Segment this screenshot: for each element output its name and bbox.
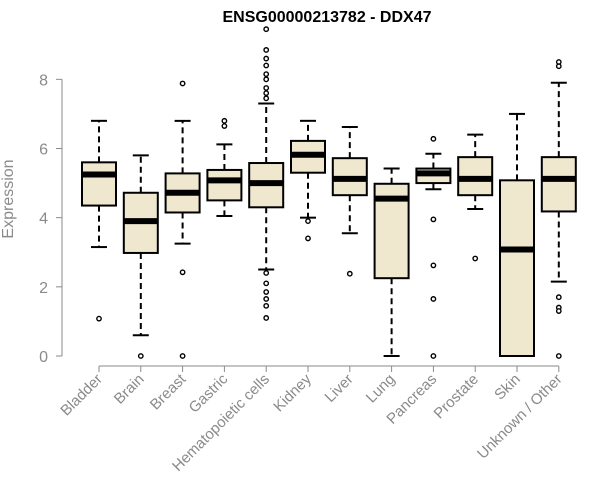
- outlier-point: [263, 296, 270, 302]
- outlier-point: [555, 353, 562, 359]
- x-tick-label: Skin: [491, 371, 524, 404]
- box-liver: [331, 126, 368, 277]
- boxes-group: [81, 26, 577, 359]
- outlier-point: [263, 71, 270, 78]
- outlier-point: [263, 62, 270, 69]
- box-bladder: [81, 119, 117, 322]
- box-prostate: [457, 133, 494, 262]
- outlier-point: [555, 63, 562, 70]
- x-tick-label: Kidney: [270, 370, 315, 415]
- outlier-point: [555, 294, 562, 301]
- box-gastric: [206, 117, 243, 217]
- outlier-point: [221, 117, 228, 124]
- outlier-point: [263, 47, 270, 53]
- outlier-point: [263, 85, 270, 91]
- outlier-point: [263, 26, 270, 33]
- outlier-point: [305, 235, 311, 242]
- y-tick-label: 4: [39, 211, 48, 228]
- outlier-point: [263, 270, 270, 276]
- box-unknown-other: [540, 59, 577, 359]
- outlier-point: [430, 262, 437, 269]
- outlier-point: [430, 135, 437, 142]
- x-tick-label: Breast: [147, 370, 190, 413]
- outlier-point: [221, 123, 228, 129]
- y-axis-label: Expression: [0, 159, 17, 238]
- y-tick-label: 0: [39, 349, 48, 366]
- outlier-point: [472, 255, 479, 262]
- x-tick-label: Lung: [363, 371, 399, 407]
- y-axis: 0 2 4 6 8: [39, 72, 63, 366]
- iqr-box: [540, 156, 577, 213]
- iqr-box: [206, 168, 243, 202]
- outlier-point: [263, 90, 270, 97]
- outlier-point: [179, 269, 186, 276]
- outlier-point: [179, 80, 186, 87]
- box-pancreas: [415, 135, 452, 359]
- x-tick-label: Prostate: [430, 371, 482, 423]
- y-tick-label: 8: [39, 72, 48, 89]
- outlier-point: [263, 289, 270, 295]
- box-skin: [499, 112, 535, 357]
- outlier-point: [137, 353, 144, 359]
- x-tick-label: Bladder: [57, 371, 106, 420]
- outlier-point: [263, 95, 270, 102]
- outlier-point: [96, 315, 102, 322]
- outlier-point: [430, 296, 437, 302]
- outlier-point: [179, 353, 186, 359]
- y-tick-label: 2: [39, 280, 48, 297]
- x-tick-label: Liver: [322, 371, 357, 406]
- outlier-point: [430, 353, 437, 359]
- outlier-point: [263, 315, 270, 321]
- outlier-point: [305, 218, 311, 225]
- outlier-point: [263, 76, 270, 83]
- box-lung: [373, 167, 410, 357]
- x-tick-label: Brain: [111, 371, 148, 408]
- outlier-point: [346, 270, 353, 277]
- outlier-point: [263, 302, 270, 309]
- box-hematopoietic-cells: [248, 26, 285, 321]
- outlier-point: [263, 280, 270, 287]
- y-tick-label: 6: [39, 142, 48, 159]
- box-breast: [164, 80, 201, 359]
- iqr-box: [499, 179, 535, 357]
- outlier-point: [555, 308, 562, 314]
- outlier-point: [430, 216, 437, 223]
- box-kidney: [290, 119, 326, 242]
- outlier-point: [263, 55, 270, 62]
- chart-title: ENSG00000213782 - DDX47: [222, 9, 431, 26]
- iqr-box: [81, 161, 117, 207]
- box-brain: [122, 154, 159, 359]
